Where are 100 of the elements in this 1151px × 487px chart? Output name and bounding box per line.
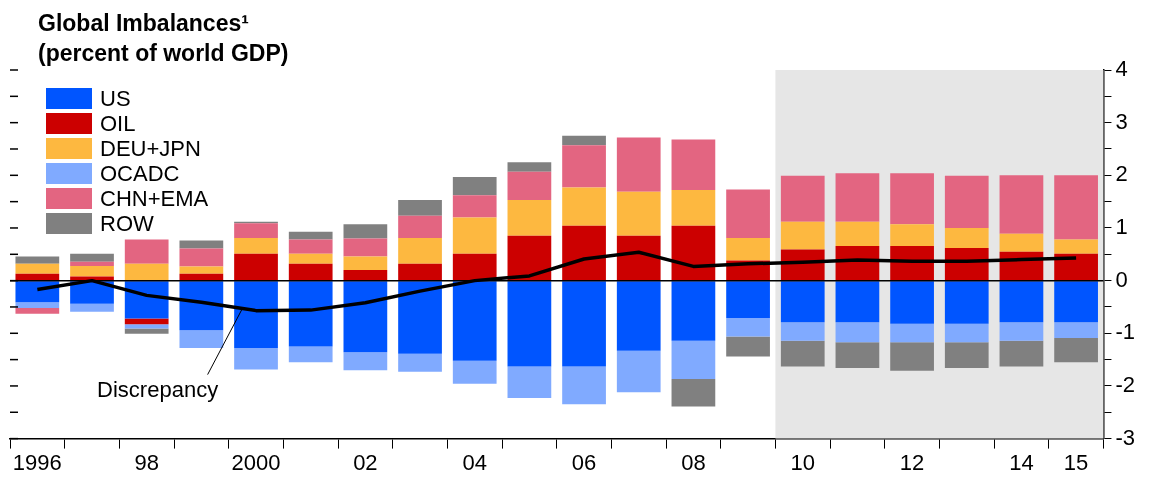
chart-title: Global Imbalances¹ xyxy=(38,9,250,38)
x-tick-label: 98 xyxy=(134,449,159,475)
bar xyxy=(835,173,880,222)
bar xyxy=(124,328,169,334)
text: Discrepancy xyxy=(97,376,219,402)
bar xyxy=(398,281,442,354)
bar xyxy=(999,233,1044,252)
x-tick-label: 2000 xyxy=(231,449,281,475)
bar xyxy=(288,239,333,254)
bar xyxy=(343,224,388,239)
bar xyxy=(890,281,934,324)
bar xyxy=(562,225,606,281)
bar xyxy=(780,221,825,250)
bar xyxy=(835,322,880,343)
x-tick-label: 14 xyxy=(1009,449,1034,475)
legend-label: CHN+EMA xyxy=(100,186,209,211)
bar xyxy=(452,195,497,218)
bar xyxy=(70,261,114,266)
bar xyxy=(999,281,1044,323)
legend-label: OIL xyxy=(100,111,136,136)
bar xyxy=(234,223,278,238)
bar xyxy=(944,175,989,228)
bar xyxy=(15,263,60,274)
bar xyxy=(452,281,497,361)
y-tick-label: 1 xyxy=(1115,214,1128,240)
y-tick-label: -2 xyxy=(1115,372,1135,398)
bar xyxy=(890,323,934,343)
bar xyxy=(343,238,388,257)
bar xyxy=(999,340,1044,367)
x-tick-label: 04 xyxy=(462,449,487,475)
bar xyxy=(944,281,989,324)
bar xyxy=(616,191,661,236)
bar xyxy=(343,352,388,371)
bar xyxy=(726,318,770,337)
bar xyxy=(452,217,497,254)
bar xyxy=(835,221,880,246)
bar xyxy=(780,322,825,341)
bar xyxy=(562,145,606,188)
bar xyxy=(1054,281,1098,323)
bar xyxy=(507,366,552,399)
x-tick-label: 12 xyxy=(899,449,925,475)
bar xyxy=(70,303,114,312)
bar xyxy=(671,379,716,407)
bar xyxy=(343,256,388,271)
bar xyxy=(15,281,60,303)
bar xyxy=(179,330,224,349)
bar xyxy=(1054,239,1098,254)
bar xyxy=(234,348,278,370)
bar xyxy=(343,270,388,281)
bar xyxy=(288,263,333,281)
bar xyxy=(616,281,661,351)
bar xyxy=(124,239,169,264)
bar xyxy=(15,273,60,281)
bar xyxy=(671,281,716,341)
bar xyxy=(179,281,224,331)
bar xyxy=(671,190,716,226)
bar xyxy=(398,200,442,216)
bar xyxy=(890,173,934,225)
bar xyxy=(562,366,606,405)
bar xyxy=(234,253,278,281)
bar xyxy=(15,302,60,309)
x-tick-label: 08 xyxy=(681,449,706,475)
bar xyxy=(234,237,278,254)
y-tick-label: 0 xyxy=(1115,266,1128,292)
legend-label: DEU+JPN xyxy=(100,136,201,161)
bar xyxy=(726,237,770,261)
x-tick-label: 06 xyxy=(571,449,597,475)
x-tick-label: 1996 xyxy=(12,449,62,475)
bar xyxy=(288,281,333,347)
bar xyxy=(562,187,606,226)
bar xyxy=(616,137,661,192)
chart-subtitle: (percent of world GDP) xyxy=(38,39,289,68)
bar xyxy=(890,342,934,371)
bar xyxy=(124,281,169,319)
bar xyxy=(726,189,770,238)
bar xyxy=(1054,253,1098,281)
bar xyxy=(452,176,497,196)
bar xyxy=(507,162,552,172)
bar xyxy=(398,215,442,238)
bar xyxy=(726,336,770,357)
bar xyxy=(70,276,114,281)
bar xyxy=(890,224,934,246)
bar xyxy=(179,266,224,274)
bar xyxy=(616,350,661,393)
bar xyxy=(780,175,825,222)
bar xyxy=(507,171,552,201)
bar xyxy=(944,323,989,343)
bar xyxy=(507,200,552,236)
bar xyxy=(288,231,333,240)
bar xyxy=(562,135,606,146)
bar xyxy=(726,281,770,319)
bar xyxy=(343,281,388,353)
bar xyxy=(70,265,114,277)
bar xyxy=(1054,322,1098,339)
bar xyxy=(944,342,989,369)
bar xyxy=(562,281,606,367)
bar xyxy=(179,248,224,267)
bar xyxy=(398,353,442,372)
bar xyxy=(835,281,880,323)
y-tick-label: 4 xyxy=(1115,56,1128,82)
